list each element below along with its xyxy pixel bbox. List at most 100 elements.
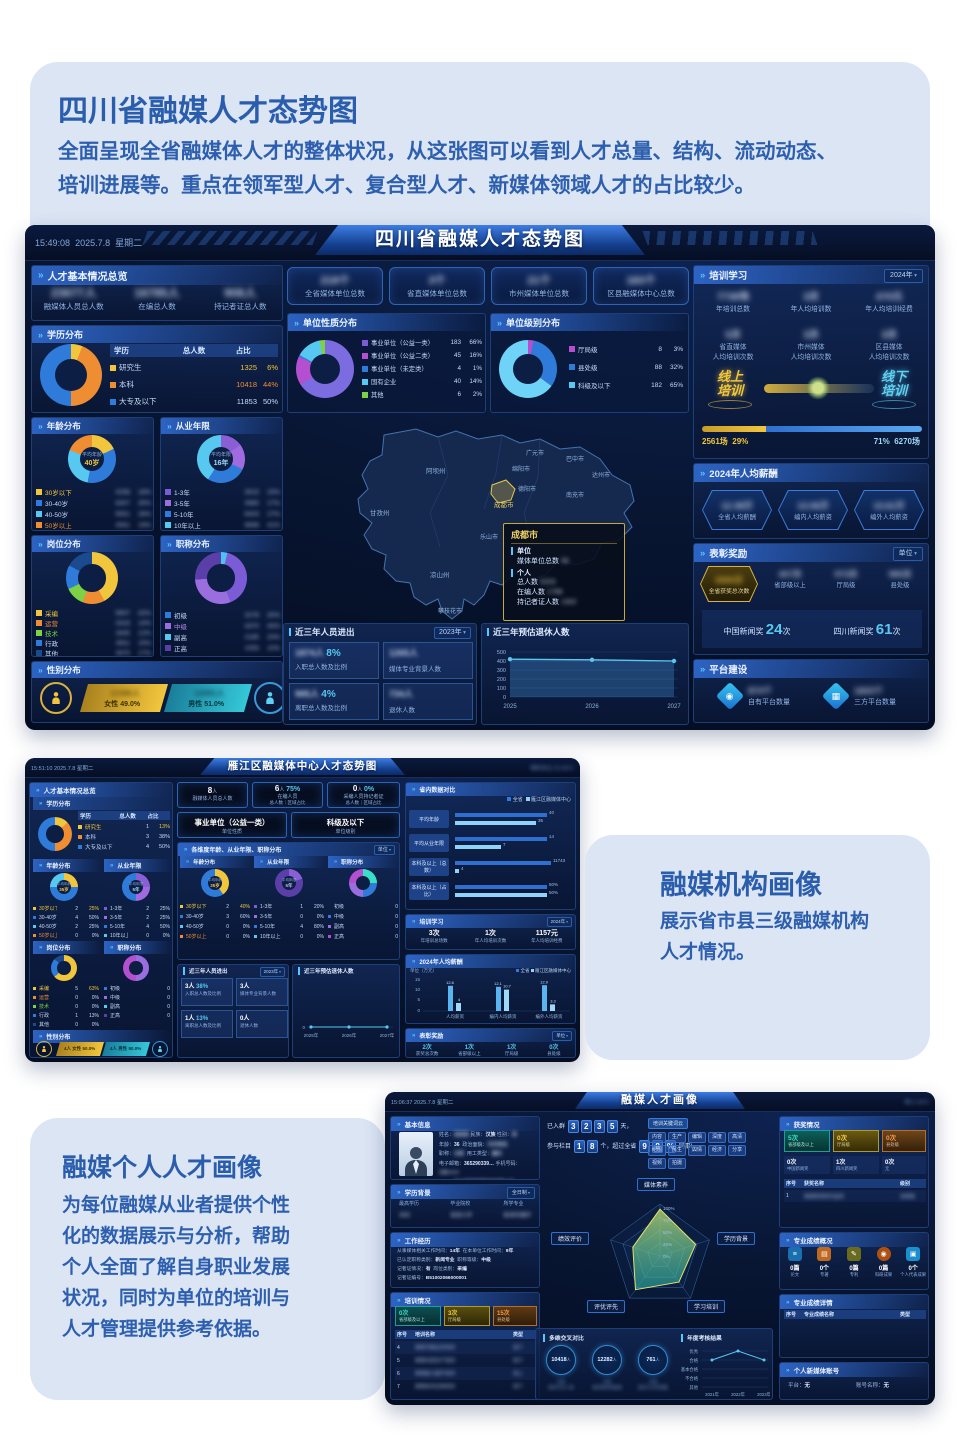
dim-years-row[interactable]: 5-10年 4 80% — [254, 923, 324, 930]
edu2-row[interactable]: 大专及以下 4 50% — [78, 843, 170, 851]
unit-type-row[interactable]: 事业单位（未定类） 4 1% — [362, 364, 482, 373]
keyword-tag[interactable]: 深度 — [708, 1132, 727, 1143]
unit-type-row[interactable]: 事业单位（公益一类） 183 66% — [362, 338, 482, 347]
training-year-dropdown[interactable]: 2024年 — [884, 269, 923, 283]
staff-flow-year-dropdown[interactable]: 2023年 — [434, 627, 471, 639]
age2-row[interactable]: 40-50岁 2 25% — [33, 923, 99, 930]
rank2-row[interactable]: 中级 0 — [104, 994, 170, 1001]
age-row[interactable]: 30岁以下 4258 18% — [36, 487, 151, 497]
age-row[interactable]: 50岁以上 4561 19% — [36, 520, 151, 530]
dim-age-row[interactable]: 30岁以下 2 40% — [180, 903, 250, 910]
years-row[interactable]: 5-10年 6403 27% — [165, 509, 280, 519]
dim-age-donut[interactable]: 平均年龄 35岁 — [201, 869, 229, 897]
awards2-dropdown[interactable]: 单位 — [552, 1031, 572, 1041]
yrs2-row[interactable]: 5-10年 4 50% — [104, 923, 170, 930]
dim-rank-donut[interactable] — [349, 869, 377, 897]
post2-row[interactable]: 其他 0 0% — [33, 1021, 99, 1028]
age2-donut-chart[interactable]: 平均年龄 35岁 — [50, 873, 78, 901]
edu2-row[interactable]: 研究生 1 13% — [78, 823, 170, 831]
post-row[interactable]: 行政 3551 15% — [36, 638, 151, 648]
dim-years-row[interactable]: 1-3年 1 20% — [254, 903, 324, 910]
awards-scope-dropdown[interactable]: 单位 — [892, 547, 923, 561]
rank2-donut-chart[interactable] — [123, 955, 149, 981]
education-type-dropdown[interactable]: 全日制 — [506, 1187, 535, 1199]
age-row[interactable]: 40-50岁 6551 28% — [36, 509, 151, 519]
dim-rank-row[interactable]: 正高 0 — [328, 933, 398, 940]
rank2-row[interactable]: 初级 0 — [104, 985, 170, 992]
age2-row[interactable]: 30-40岁 4 50% — [33, 914, 99, 921]
service-years-donut-chart[interactable]: 平均年限 16年 — [197, 435, 245, 483]
post2-row[interactable]: 行政 1 13% — [33, 1012, 99, 1019]
rank-donut-chart[interactable] — [195, 552, 247, 604]
training-table-row[interactable]: 6 某某能力提升培训 线上 — [395, 1367, 537, 1380]
sichuan-map[interactable]: 阿坝州 甘孜州 凉山州 攀枝花市 广元市 绵阳市 巴中市 达州市 南充市 德阳市… — [287, 413, 689, 623]
keyword-tag[interactable]: 组图 — [648, 1145, 667, 1156]
dim-rank-row[interactable]: 初级 0 — [334, 903, 398, 911]
age-row[interactable]: 30-40岁 8307 35% — [36, 498, 151, 508]
education-row[interactable]: 研究生 1325 6% — [110, 362, 278, 373]
education-row[interactable]: 大专及以下 11853 50% — [110, 396, 278, 407]
keyword-tag[interactable]: 视频 — [648, 1158, 667, 1169]
awards-table-row[interactable]: 1 某某新闻奖作品奖 省部级 — [784, 1190, 926, 1202]
dim-age-row[interactable]: 40-50岁 0 0% — [180, 923, 250, 930]
post2-row[interactable]: 采编 5 63% — [33, 985, 99, 992]
post-row[interactable]: 其他 3975 17% — [36, 648, 151, 656]
yrs2-row[interactable]: 1-3年 2 25% — [104, 905, 170, 912]
yrs2-donut-chart[interactable]: 平均年限 5年 — [122, 873, 150, 901]
post-row[interactable]: 技术 2845 12% — [36, 628, 151, 638]
dim-rank-row[interactable]: 中级 0 — [328, 913, 398, 920]
education-donut-chart[interactable] — [40, 344, 102, 406]
training-table-row[interactable]: 5 某某内容生产培训 线下 — [397, 1357, 524, 1365]
age2-row[interactable]: 30岁以下225% — [33, 905, 99, 912]
keyword-cloud-title[interactable]: 培训关键词云 — [648, 1118, 689, 1129]
unit-type-row[interactable]: 国有企业 40 14% — [362, 377, 482, 386]
post2-row[interactable]: 运营 0 0% — [33, 994, 99, 1001]
dim-years-row[interactable]: 3-5年 0 0% — [254, 913, 324, 920]
rank2-row[interactable]: 正高 0 — [104, 1012, 170, 1019]
keyword-tag[interactable]: 民生 — [668, 1145, 687, 1156]
male-bar[interactable]: 4人 男性 50.0% — [101, 1042, 151, 1056]
unit-level-row[interactable]: 科级及以下 182 65% — [569, 380, 683, 390]
keyword-tag[interactable]: 分享 — [728, 1145, 747, 1156]
keyword-tag[interactable]: 舆情 — [688, 1145, 707, 1156]
years-row[interactable]: 1-3年 3515 15% — [165, 487, 280, 497]
male-bar[interactable]: 12091人 男性 51.0% — [163, 684, 253, 712]
post-row[interactable]: 运营 3318 14% — [36, 618, 151, 628]
keyword-tag[interactable]: 高清 — [728, 1132, 747, 1143]
edu2-row[interactable]: 本科 3 38% — [78, 833, 170, 841]
rank-row[interactable]: 初级 3278 30% — [165, 610, 280, 620]
keyword-tag[interactable]: 内容 — [648, 1132, 667, 1143]
dim-age-row[interactable]: 30-40岁 3 60% — [180, 913, 250, 920]
training-table-row[interactable]: 4 某某专题业务培训 线下 — [395, 1341, 537, 1354]
unit-level-donut-chart[interactable] — [499, 340, 557, 398]
rank-row[interactable]: 正高 1093 10% — [165, 643, 280, 653]
education-row[interactable]: 本科 10418 44% — [110, 379, 278, 390]
years-row[interactable]: 10年以上 9698 41% — [165, 520, 280, 530]
rank-row[interactable]: 中级 4370 40% — [165, 621, 280, 631]
age-donut-chart[interactable]: 平均年龄 40岁 — [68, 435, 116, 483]
rank2-row[interactable]: 副高 0 — [104, 1003, 170, 1010]
dimensions-dropdown[interactable]: 单位 — [373, 845, 395, 855]
unit-type-row[interactable]: 其他 6 2% — [362, 390, 482, 399]
keyword-tag[interactable]: 编辑 — [688, 1132, 707, 1143]
rank-row[interactable]: 副高 2185 20% — [165, 632, 280, 642]
training-progress-bar[interactable] — [702, 426, 922, 432]
yrs2-row[interactable]: 3-5年 2 25% — [104, 914, 170, 921]
unit-type-donut-chart[interactable] — [296, 340, 354, 398]
female-bar[interactable]: 11586人 女性 49.0% — [79, 684, 169, 712]
unit-level-row[interactable]: 县处级 88 32% — [569, 362, 683, 372]
keyword-tag[interactable]: 生产 — [668, 1132, 687, 1143]
edu2-donut-chart[interactable] — [38, 817, 72, 851]
post2-row[interactable]: 技术 0 0% — [33, 1003, 99, 1010]
unit-level-row[interactable]: 厅局级 8 3% — [569, 344, 683, 354]
post-row[interactable]: 采编 9907 42% — [36, 608, 151, 618]
dim-years-donut[interactable]: 平均年限 5年 — [275, 869, 303, 897]
post-donut-chart[interactable] — [66, 552, 118, 604]
unit-type-row[interactable]: 事业单位（公益二类） 45 16% — [362, 351, 482, 360]
dim-age-row[interactable]: 50岁以上 0 0% — [180, 933, 250, 940]
keyword-tag[interactable]: 经济 — [708, 1145, 727, 1156]
dim-years-row[interactable]: 10年以上 0 0% — [254, 933, 324, 940]
flow2-year-dropdown[interactable]: 2023年 — [259, 967, 285, 977]
